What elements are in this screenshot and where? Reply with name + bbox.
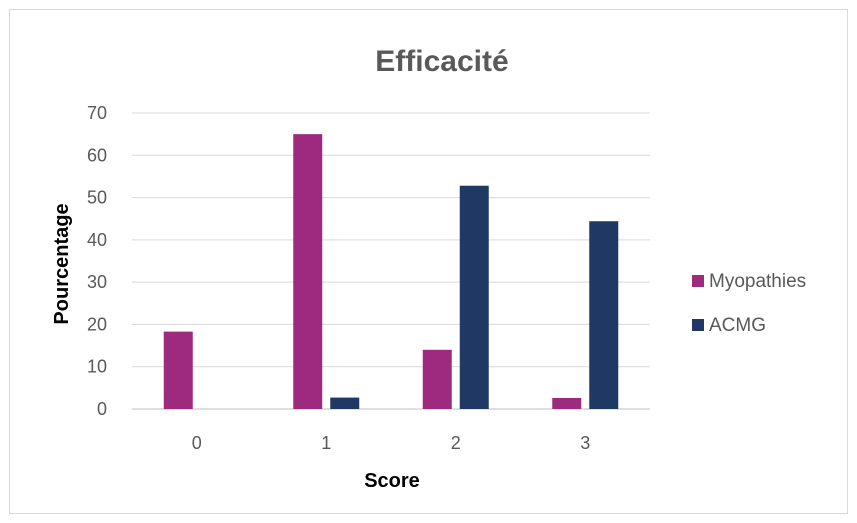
y-tick-label: 0 — [97, 399, 107, 419]
gridlines — [132, 112, 650, 410]
bar-myopathies-1 — [293, 134, 323, 409]
y-axis-ticks: 0 10 20 30 40 50 60 70 — [87, 103, 107, 419]
bar-acmg-2 — [459, 185, 489, 409]
legend: Myopathies ACMG — [692, 271, 806, 336]
legend-label-myopathies: Myopathies — [709, 271, 806, 292]
y-tick-label: 40 — [87, 230, 107, 250]
bar-myopathies-3 — [552, 398, 582, 409]
bar-myopathies-2 — [422, 349, 452, 409]
bars — [163, 134, 619, 409]
bar-acmg-1 — [330, 397, 360, 409]
y-tick-label: 60 — [87, 145, 107, 165]
y-tick-label: 30 — [87, 272, 107, 292]
x-axis-title: Score — [364, 470, 420, 492]
y-tick-label: 70 — [87, 103, 107, 123]
legend-swatch-myopathies — [692, 275, 704, 287]
bar-acmg-3 — [589, 221, 619, 409]
legend-swatch-acmg — [692, 319, 704, 331]
x-tick-label: 2 — [451, 433, 461, 453]
y-tick-label: 50 — [87, 188, 107, 208]
y-axis-title: Pourcentage — [51, 203, 73, 324]
x-tick-label: 3 — [580, 433, 590, 453]
bar-myopathies-0 — [163, 331, 193, 409]
x-tick-label: 0 — [192, 433, 202, 453]
chart-title: Efficacité — [375, 45, 508, 78]
x-axis-ticks: 0 1 2 3 — [192, 433, 591, 453]
chart-frame — [9, 9, 848, 514]
x-tick-label: 1 — [321, 433, 331, 453]
y-tick-label: 20 — [87, 314, 107, 334]
y-tick-label: 10 — [87, 357, 107, 377]
legend-label-acmg: ACMG — [709, 315, 766, 336]
